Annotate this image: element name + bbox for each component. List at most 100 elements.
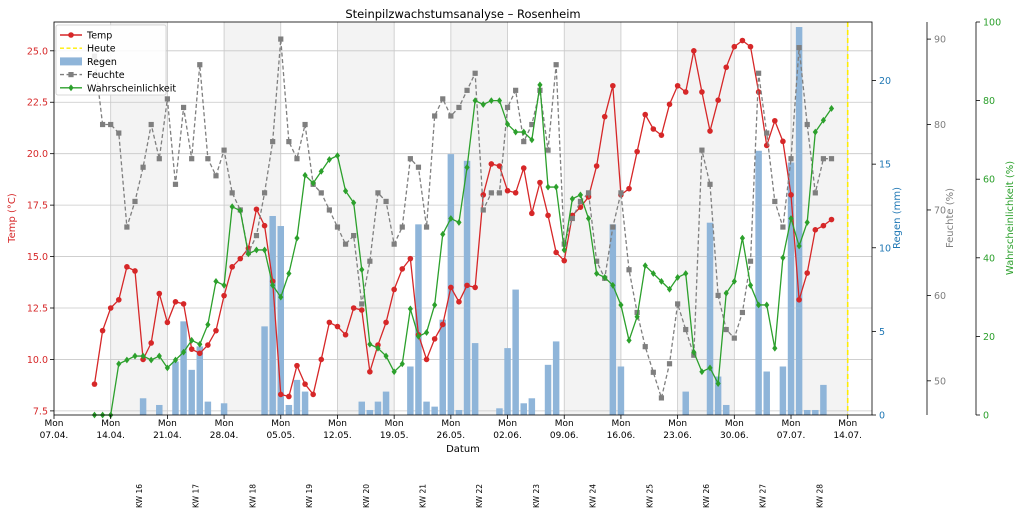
temp-point [188,346,195,352]
rain-axis-tick-label: 15 [879,160,891,171]
humidity-point [189,156,195,162]
humidity-point [545,147,551,153]
temp-point [496,163,503,169]
probability-point [496,97,503,104]
temp-point [812,227,819,233]
x-tick-label: Mon [215,419,234,429]
humidity-point [334,224,341,230]
rain-bar [188,369,195,415]
probability-axis-tick-label: 40 [983,253,995,264]
rain-bar [512,289,519,415]
rain-bar [803,409,811,415]
temp-point [221,292,227,299]
temp-point [650,126,657,132]
week-label: KW 21 [419,484,428,508]
legend-label: Wahrscheinlichkeit [87,83,176,94]
humidity-point [764,130,770,136]
temp-point [302,381,308,387]
humidity-point [302,121,308,128]
temp-point [253,206,260,213]
x-tick-label: 28.04. [210,431,239,441]
temp-point [601,113,608,120]
probability-point [634,313,640,321]
temp-point [796,296,802,303]
rain-bar [204,401,212,415]
legend-label: Heute [87,44,116,55]
temp-point [124,264,130,270]
probability-point [156,352,162,360]
rain-bar [779,366,787,415]
probability-point [197,340,203,348]
probability-point [407,305,413,313]
rain-bar [285,404,293,415]
rain-bar [423,401,430,415]
temp-point [99,327,106,334]
probability-point [245,250,251,258]
temp-point [318,356,325,363]
probability-point [691,348,697,356]
probability-point [432,301,438,309]
humidity-point [504,104,511,111]
probability-point [464,164,470,171]
temp-point [310,391,316,398]
humidity-axis-label: Feuchte (%) [945,188,956,248]
temp-point [480,192,487,198]
x-tick-label: 23.06. [663,431,692,441]
probability-point [375,344,381,352]
temp-point [115,296,122,303]
week-band [677,22,735,415]
rain-bar [439,319,446,415]
humidity-point [618,190,624,196]
probability-point [124,356,130,364]
rain-bar [714,376,722,415]
probability-point [310,179,316,187]
temp-point [610,82,616,89]
probability-point [650,270,656,277]
legend: Temp Heute Regen Feuchte Wahrscheinlichkeit [55,24,176,96]
humidity-point [383,198,389,205]
temp-point [156,290,163,297]
humidity-point [480,207,486,213]
rain-axis-tick-label: 0 [879,411,885,422]
humidity-point [124,224,130,230]
humidity-point [432,113,438,119]
probability-point [521,128,527,136]
temp-point [739,37,746,44]
x-tick-label: Mon [158,419,177,429]
humidity-point [561,241,567,247]
humidity-point [318,190,324,196]
humidity-point [658,395,665,401]
temp-point [132,268,138,274]
legend-label: Feuchte [87,70,125,81]
probability-point [383,352,389,360]
probability-point [261,246,268,254]
temp-point [213,327,219,334]
probability-point [472,97,478,104]
humidity-point [772,198,778,205]
probability-point [618,301,624,309]
probability-point [359,266,365,273]
probability-point [229,203,235,211]
probability-point [772,344,778,352]
temp-point [205,342,211,348]
x-tick-label: 30.06. [720,431,749,441]
humidity-point [164,96,170,102]
humidity-point [642,344,648,350]
humidity-point [148,121,154,128]
rain-axis-label: Regen (mm) [892,187,903,249]
x-tick-label: 07.04. [40,431,69,441]
temp-tick-label: 22.5 [27,98,48,109]
humidity-point [610,224,616,230]
probability-point [278,293,284,301]
humidity-point [828,156,835,162]
rain-bar [431,406,438,415]
temp-point [180,301,187,307]
rain-bar [722,404,730,415]
temp-tick-label: 7.5 [33,406,48,417]
probability-point [610,281,616,289]
probability-point [180,348,187,356]
probability-point [739,234,746,242]
humidity-point [496,190,503,196]
temp-tick-label: 12.5 [27,304,48,315]
rain-bar [544,364,552,415]
